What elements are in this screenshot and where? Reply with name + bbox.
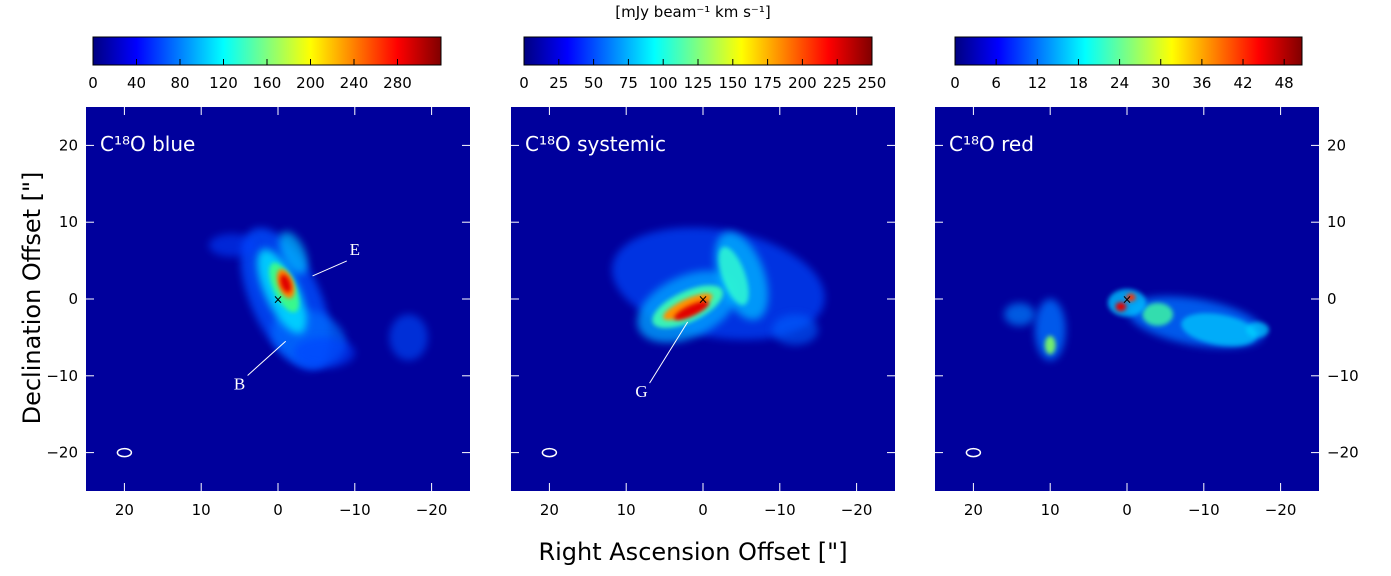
x-tick-label: 0	[1122, 501, 1132, 519]
x-tick-label: −20	[1265, 501, 1297, 519]
colorbar-tick-label: 125	[684, 74, 713, 92]
emission	[208, 233, 255, 257]
beam	[965, 447, 982, 458]
colorbar-tick-label: 250	[858, 74, 887, 92]
x-tick-label: 10	[1041, 501, 1060, 519]
annotation-line	[649, 321, 689, 384]
annotation: B	[234, 374, 245, 393]
emission	[279, 231, 308, 275]
colorbar-tick-label: 75	[619, 74, 638, 92]
x-tick-label: 10	[192, 501, 211, 519]
colorbar-tick-label: 6	[991, 74, 1001, 92]
x-tick-label: 0	[698, 501, 708, 519]
x-tick-label: 10	[617, 501, 636, 519]
source-marker: ×	[698, 293, 708, 307]
x-tick-label: 0	[273, 501, 283, 519]
colorbar-tick-label: 80	[170, 74, 189, 92]
colorbar-tick-label: 0	[88, 74, 98, 92]
colorbar-label: [mJy beam⁻¹ km s⁻¹]	[615, 3, 770, 21]
y-tick-label: −10	[1327, 367, 1359, 385]
panel-title: C¹⁸O blue	[100, 132, 195, 156]
map	[935, 107, 1319, 491]
colorbar-tick-label: 200	[296, 74, 325, 92]
colorbar-tick-label: 0	[950, 74, 960, 92]
x-tick-label: −20	[416, 501, 448, 519]
colorbar-tick-label: 280	[383, 74, 412, 92]
y-tick-label: 10	[1327, 213, 1346, 231]
beam	[116, 447, 133, 458]
colorbar-tick-label: 40	[127, 74, 146, 92]
emission	[1126, 293, 1136, 302]
colorbar-tick-label: 24	[1110, 74, 1129, 92]
colorbar-tick-label: 25	[549, 74, 568, 92]
colorbar-tick-label: 240	[340, 74, 369, 92]
emission	[280, 274, 292, 293]
colorbar-tick-label: 100	[649, 74, 678, 92]
colorbar-tick-label: 42	[1233, 74, 1252, 92]
x-tick-label: 20	[964, 501, 983, 519]
annotation-line	[247, 340, 287, 376]
annotation-line	[312, 260, 348, 277]
y-tick-label: 20	[59, 136, 78, 154]
beam	[541, 447, 558, 458]
colorbar-tick-label: 0	[519, 74, 529, 92]
x-tick-label: −20	[841, 501, 873, 519]
emission	[718, 246, 749, 306]
x-tick-label: 20	[115, 501, 134, 519]
panel-title: C¹⁸O red	[949, 132, 1034, 156]
annotation: E	[350, 240, 360, 259]
x-tick-label: 20	[540, 501, 559, 519]
source-marker: ×	[273, 293, 283, 307]
colorbar-tick-label: 175	[753, 74, 782, 92]
y-tick-label: 0	[1327, 290, 1337, 308]
y-tick-label: −10	[46, 367, 78, 385]
colorbar-tick-label: 200	[788, 74, 817, 92]
x-tick-label: −10	[1188, 501, 1220, 519]
emission	[389, 314, 428, 361]
y-tick-label: 20	[1327, 136, 1346, 154]
x-tick-label: −10	[764, 501, 796, 519]
emission	[673, 301, 710, 320]
y-axis-label: Declination Offset ["]	[18, 172, 46, 425]
colorbar-tick-label: 120	[209, 74, 238, 92]
emission	[1115, 302, 1127, 312]
emission	[1181, 313, 1258, 347]
colorbar-tick-label: 18	[1069, 74, 1088, 92]
emission	[1044, 335, 1056, 355]
colorbar-tick-label: 36	[1192, 74, 1211, 92]
emission	[1034, 299, 1066, 361]
colorbar	[954, 36, 1303, 66]
source-marker: ×	[1122, 293, 1132, 307]
colorbar-tick-label: 150	[718, 74, 747, 92]
emission	[1246, 322, 1270, 338]
y-tick-label: −20	[1327, 444, 1359, 462]
colorbar-tick-label: 12	[1028, 74, 1047, 92]
map	[511, 107, 895, 491]
y-tick-label: 0	[68, 290, 78, 308]
colorbar-tick-label: 50	[584, 74, 603, 92]
colorbar-tick-label: 160	[253, 74, 282, 92]
emission	[293, 337, 355, 369]
y-tick-label: 10	[59, 213, 78, 231]
y-tick-label: −20	[46, 444, 78, 462]
colorbar-tick-label: 225	[823, 74, 852, 92]
annotation: G	[635, 382, 647, 401]
colorbar-tick-label: 30	[1151, 74, 1170, 92]
emission	[772, 314, 819, 346]
colorbar-tick-label: 48	[1275, 74, 1294, 92]
map	[86, 107, 470, 491]
emission	[1004, 302, 1035, 326]
emission	[1142, 302, 1174, 326]
x-tick-label: −10	[339, 501, 371, 519]
x-axis-label: Right Ascension Offset ["]	[538, 538, 847, 566]
panel-title: C¹⁸O systemic	[525, 132, 666, 156]
